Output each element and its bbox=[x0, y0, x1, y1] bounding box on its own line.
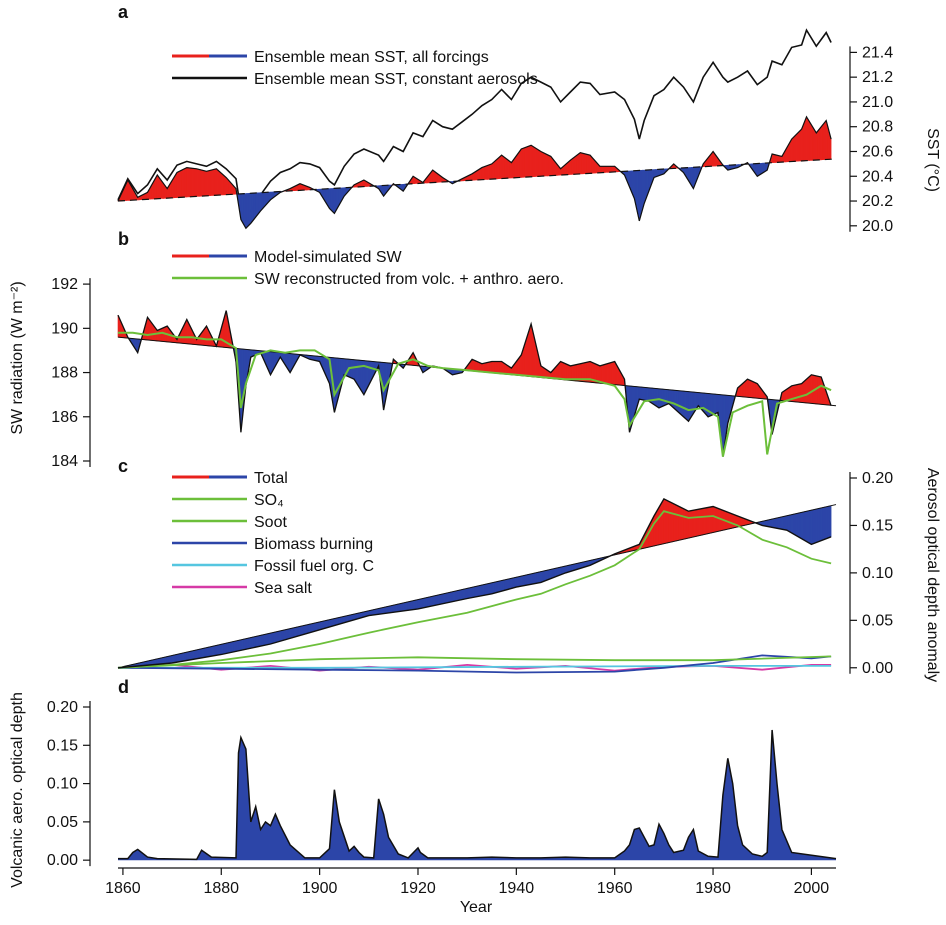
legend-label: Sea salt bbox=[254, 580, 312, 597]
panel-a-y-axis: 20.0 20.2 20.4 20.6 20.8 21.0 21.2 21.4 bbox=[849, 44, 893, 235]
panel-d-y-axis-tick-label: 0.10 bbox=[47, 776, 78, 793]
x-tick-label: 1920 bbox=[400, 880, 436, 897]
panel-d-ylabel: Volcanic aero. optical depth bbox=[9, 692, 26, 888]
panel-a-y-axis-tick-label: 21.4 bbox=[862, 44, 893, 61]
x-tick-label: 1960 bbox=[597, 880, 633, 897]
panel-c-y-axis-tick-label: 0.15 bbox=[862, 517, 893, 534]
x-tick-label: 1900 bbox=[302, 880, 338, 897]
legend-label: Model-simulated SW bbox=[254, 249, 403, 266]
legend-label: Biomass burning bbox=[254, 536, 373, 553]
panel-c-letter: c bbox=[118, 456, 128, 476]
panel-d-letter: d bbox=[118, 677, 129, 697]
plot-layer: 20.0 20.2 20.4 20.6 20.8 21.0 21.2 21.4 Ensemble… bbox=[47, 28, 893, 897]
x-tick-label: 2000 bbox=[794, 880, 830, 897]
legend-label: Fossil fuel org. C bbox=[254, 558, 374, 575]
panel-c-ylabel: Aerosol optical depth anomaly bbox=[924, 468, 941, 682]
panel-a-y-axis-tick-label: 21.0 bbox=[862, 94, 893, 111]
panel-a-y-axis-tick-label: 20.8 bbox=[862, 119, 893, 136]
panel-b-y-axis-tick-label: 192 bbox=[51, 276, 78, 293]
panel-b-y-axis: 184 186 188 190 192 bbox=[51, 276, 91, 470]
panel-b-letter: b bbox=[118, 229, 129, 249]
aod-trend-line bbox=[117, 504, 837, 669]
legend-label: Ensemble mean SST, constant aerosols bbox=[254, 71, 538, 88]
panel-c-plot bbox=[117, 497, 837, 674]
legend-label: Total bbox=[254, 470, 288, 487]
panel-c-y-axis-tick-label: 0.05 bbox=[862, 612, 893, 629]
volcanic-aod-line bbox=[118, 729, 837, 861]
panel-a-y-axis-tick-label: 21.2 bbox=[862, 69, 893, 86]
panel-a-ylabel: SST (°C) bbox=[924, 128, 941, 192]
x-tick-label: 1940 bbox=[499, 880, 535, 897]
panel-b-y-axis-tick-label: 186 bbox=[51, 409, 78, 426]
legend-label: Ensemble mean SST, all forcings bbox=[254, 49, 489, 66]
volcanic-aod-area bbox=[118, 730, 836, 861]
panel-b-plot bbox=[117, 310, 837, 457]
x-tick-label: 1860 bbox=[105, 880, 141, 897]
panel-d-y-axis: 0.00 0.05 0.10 0.15 0.20 bbox=[47, 699, 91, 869]
x-tick-label: 1980 bbox=[695, 880, 731, 897]
x-axis: 1860 1880 1900 1920 1940 1960 1980 2000 bbox=[105, 867, 836, 897]
legend-label: Soot bbox=[254, 514, 287, 531]
panel-d-plot bbox=[118, 729, 837, 861]
panel-c-y-axis-tick-label: 0.20 bbox=[862, 470, 893, 487]
panel-a-letter: a bbox=[118, 2, 129, 22]
panel-a-y-axis-tick-label: 20.2 bbox=[862, 193, 893, 210]
soot-aod-line bbox=[117, 655, 832, 669]
biomass-burning-aod-line bbox=[117, 654, 832, 674]
so4-aod-line bbox=[117, 510, 832, 669]
legend-label: SO₄ bbox=[254, 492, 284, 509]
total-aod-line bbox=[117, 497, 832, 669]
panel-c-y-axis: 0.00 0.05 0.10 0.15 0.20 bbox=[849, 470, 893, 677]
panel-b-y-axis-tick-label: 184 bbox=[51, 453, 78, 470]
x-axis-label: Year bbox=[460, 899, 493, 916]
panel-d-y-axis-tick-label: 0.20 bbox=[47, 699, 78, 716]
panel-d-y-axis-tick-label: 0.00 bbox=[47, 852, 78, 869]
total-aod-fill-seg bbox=[829, 505, 832, 538]
panel-b-ylabel: SW radiation (W m⁻²) bbox=[9, 281, 26, 434]
panel-b-y-axis-tick-label: 188 bbox=[51, 365, 78, 382]
legend-label: SW reconstructed from volc. + anthro. ae… bbox=[254, 271, 564, 288]
panel-b-y-axis-tick-label: 190 bbox=[51, 320, 78, 337]
panel-a-y-axis-tick-label: 20.0 bbox=[862, 218, 893, 235]
panel-a-legend: Ensemble mean SST, all forcings Ensemble … bbox=[172, 49, 538, 88]
all-forcings-sst-line bbox=[117, 115, 832, 230]
reconstructed-sw-line bbox=[118, 331, 832, 457]
fossil-fuel-org-c-aod-line bbox=[118, 665, 832, 669]
x-tick-label: 1880 bbox=[203, 880, 239, 897]
panel-a-y-axis-tick-label: 20.6 bbox=[862, 143, 893, 160]
panel-a-y-axis-tick-label: 20.4 bbox=[862, 168, 893, 185]
panel-a-plot bbox=[117, 28, 837, 230]
panel-c-y-axis-tick-label: 0.10 bbox=[862, 565, 893, 582]
panel-c-legend: Total SO₄ Soot Biomass burning Fossil fuel o… bbox=[172, 470, 374, 597]
panel-b-legend: Model-simulated SW SW reconstructed from … bbox=[172, 249, 564, 288]
panel-d-y-axis-tick-label: 0.05 bbox=[47, 814, 78, 831]
panel-d-y-axis-tick-label: 0.15 bbox=[47, 737, 78, 754]
panel-c-y-axis-tick-label: 0.00 bbox=[862, 660, 893, 677]
